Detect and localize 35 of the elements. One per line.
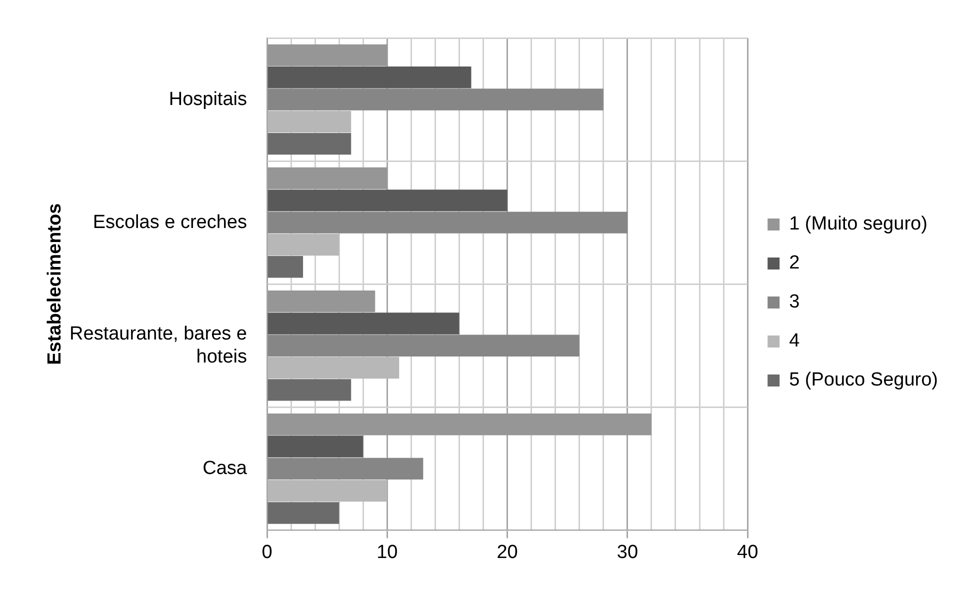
legend-label: 5 (Pouco Seguro): [789, 370, 938, 391]
x-tick-label: 30: [616, 542, 638, 563]
bar: [268, 66, 472, 88]
x-tick-label: 20: [496, 542, 518, 563]
bar: [268, 379, 352, 401]
bar: [268, 110, 352, 133]
bar: [268, 458, 424, 480]
bar: [268, 436, 364, 458]
bar: [268, 44, 388, 66]
x-tick-label: 10: [376, 542, 398, 563]
bar: [268, 234, 340, 256]
y-tick-label: Restaurante, bares e hoteis: [70, 323, 247, 368]
bar: [268, 502, 340, 524]
legend-label: 4: [789, 330, 800, 352]
bar: [268, 414, 652, 436]
x-tick-label: 0: [262, 542, 272, 563]
y-tick-label: Casa: [202, 458, 248, 479]
bar: [268, 356, 400, 379]
y-tick-label: Hospitais: [168, 88, 247, 110]
bar: [268, 212, 628, 234]
x-tick-label: 40: [737, 542, 758, 563]
bar: [268, 256, 304, 278]
y-axis-title: Estabelecimentos: [44, 203, 66, 365]
bar: [268, 132, 352, 155]
bar: [268, 290, 376, 312]
legend-label: 2: [789, 252, 800, 274]
legend-label: 1 (Muito seguro): [789, 214, 928, 235]
y-tick-label: Escolas e creches: [92, 212, 247, 233]
bar: [268, 312, 460, 334]
bar: [268, 190, 508, 212]
bar: [268, 88, 604, 110]
legend-label: 3: [789, 292, 800, 313]
bar: [268, 334, 580, 356]
bar: [268, 167, 388, 190]
bar: [268, 480, 388, 502]
